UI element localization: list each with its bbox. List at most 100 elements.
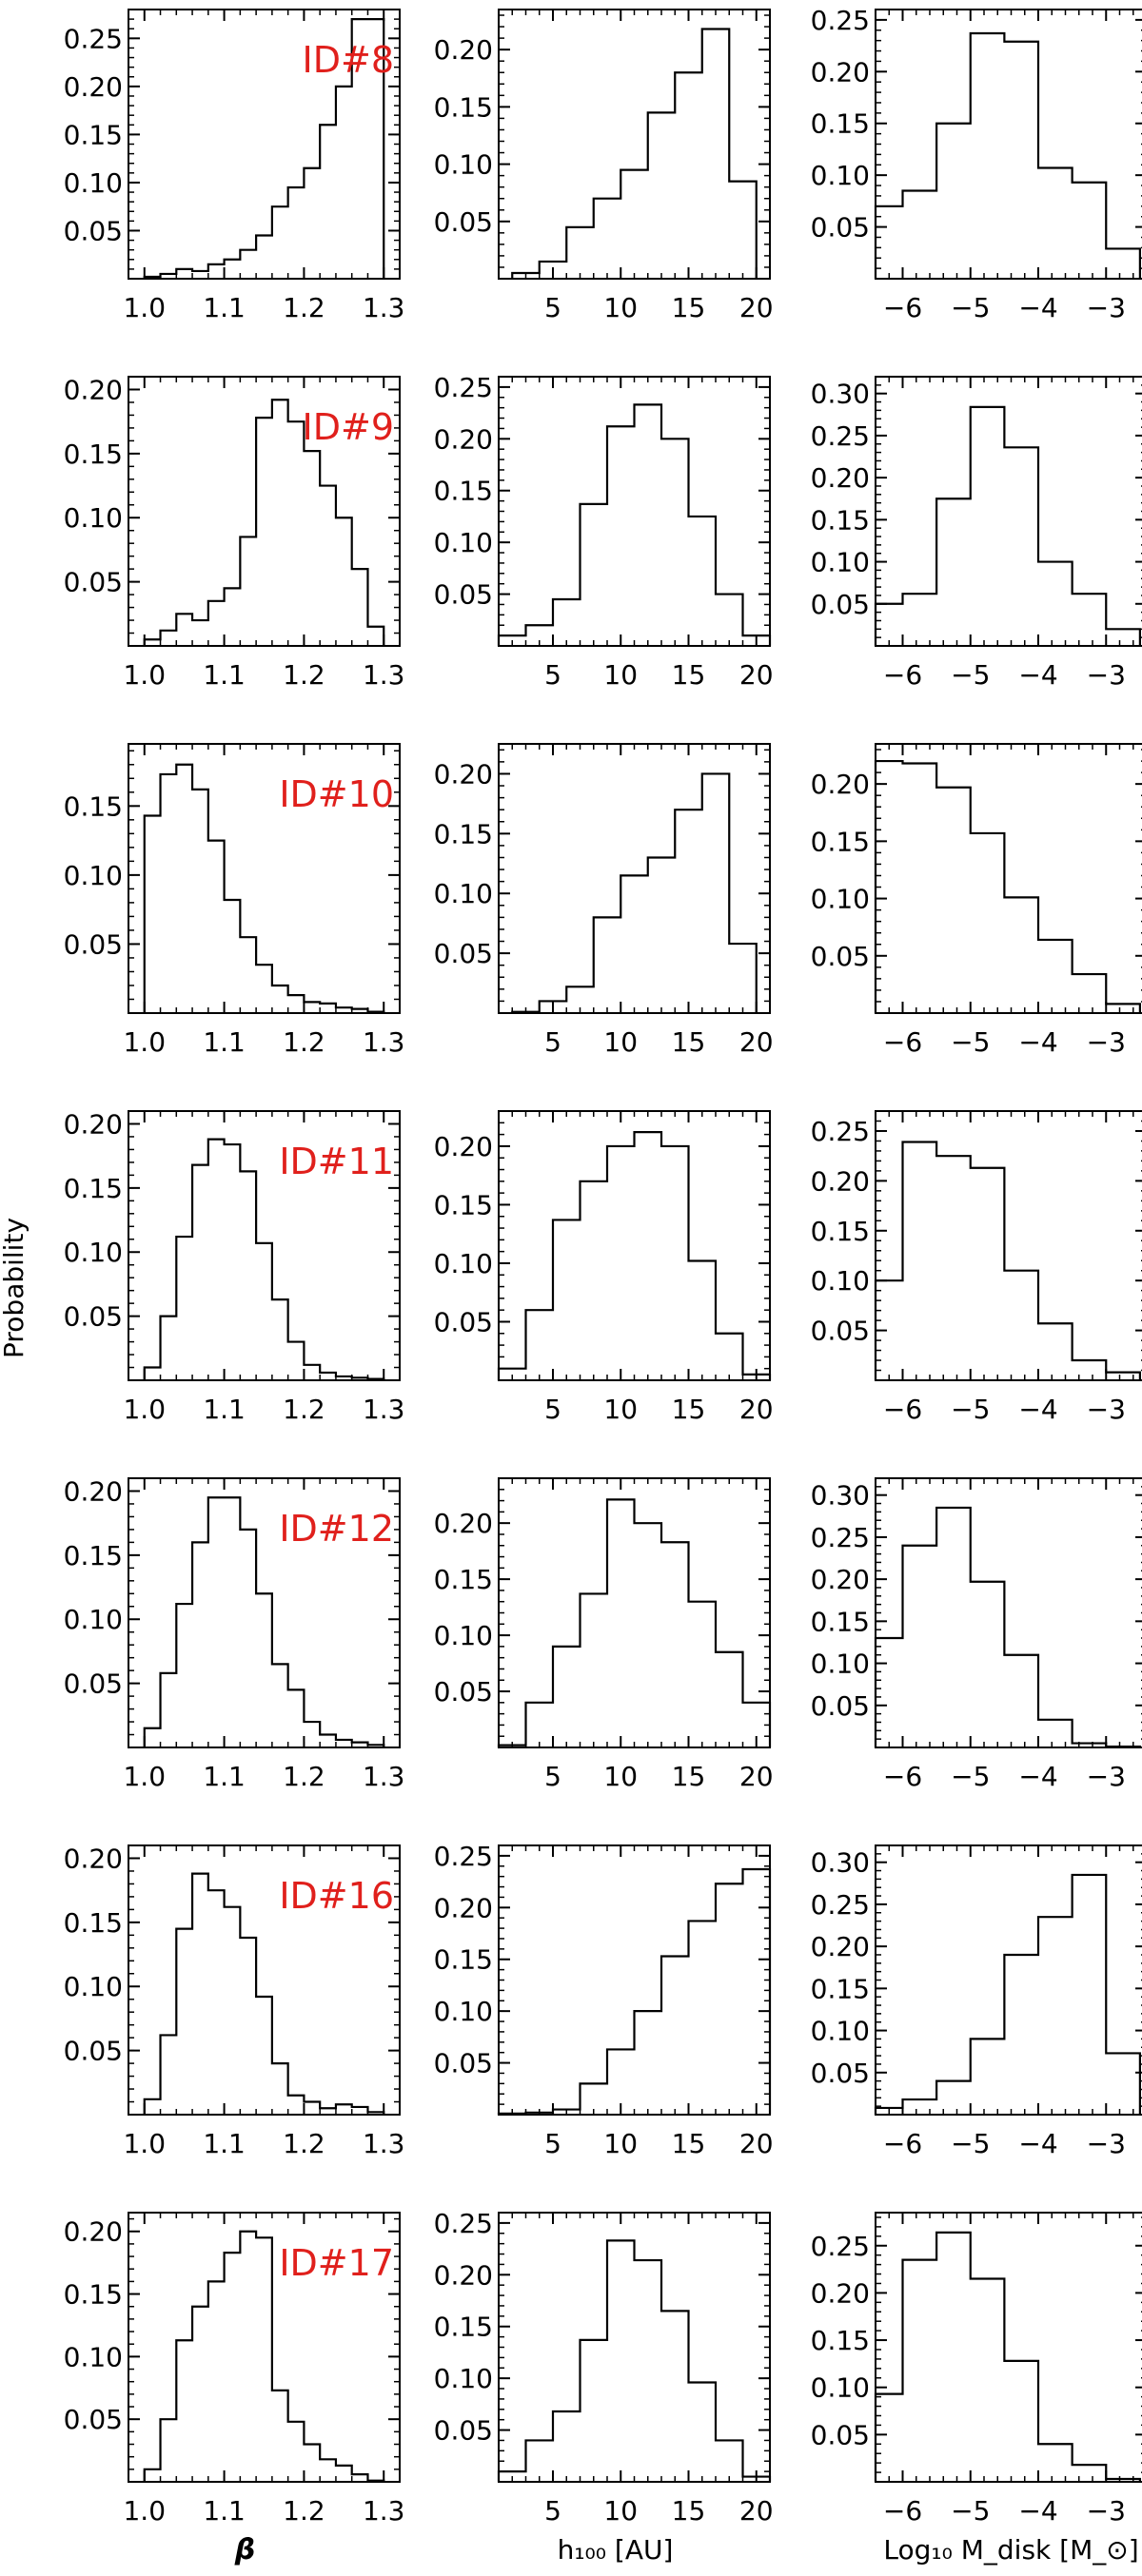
y-tick-label: 0.25 xyxy=(434,2208,493,2239)
y-tick-label: 0.15 xyxy=(434,1944,493,1976)
y-tick-label: 0.20 xyxy=(811,462,870,494)
plot-frame xyxy=(875,1110,1142,1381)
histogram-panel-2-3: −6 −5 −4 −3 0.05 0.10 0.15 0.20 0.25 0.30 xyxy=(811,376,1142,691)
x-tick-label: −4 xyxy=(1018,1026,1057,1058)
x-tick-label: 1.0 xyxy=(123,2128,166,2159)
y-tick-label: 0.05 xyxy=(434,938,493,969)
y-tick-label: 0.20 xyxy=(64,374,123,405)
histogram-steps xyxy=(874,1873,1141,2115)
x-tick-label: −3 xyxy=(1087,2128,1126,2159)
y-tick-label: 0.10 xyxy=(434,1996,493,2027)
histogram-steps xyxy=(497,1867,772,2116)
object-id-label: ID#8 xyxy=(303,39,394,81)
y-tick-label: 0.15 xyxy=(434,2312,493,2343)
y-tick-label: 0.10 xyxy=(64,1604,123,1635)
histogram-steps xyxy=(497,403,772,646)
y-tick-label: 0.05 xyxy=(64,2036,123,2067)
y-tick-label: 0.15 xyxy=(434,818,493,849)
x-tick-label: 20 xyxy=(739,292,774,323)
y-tick-label: 0.30 xyxy=(811,379,870,410)
y-tick-label: 0.10 xyxy=(434,1248,493,1279)
x-tick-label: 1.1 xyxy=(203,1761,246,1792)
x-tick-label: 20 xyxy=(739,1026,774,1058)
x-tick-label: −5 xyxy=(951,659,990,691)
plot-frame xyxy=(875,9,1142,280)
y-tick-label: 0.25 xyxy=(811,1522,870,1553)
y-tick-label: 0.10 xyxy=(811,547,870,578)
y-tick-label: 0.10 xyxy=(434,1620,493,1651)
plot-frame xyxy=(875,376,1142,647)
x-tick-label: 15 xyxy=(672,1026,706,1058)
y-tick-label: 0.05 xyxy=(811,212,870,244)
x-tick-label: 15 xyxy=(672,2128,706,2159)
histogram-steps xyxy=(874,2231,1141,2482)
x-tick-label: 1.1 xyxy=(203,2495,246,2527)
y-tick-label: 0.10 xyxy=(434,2363,493,2394)
y-tick-label: 0.05 xyxy=(811,2058,870,2089)
x-tick-label: 1.2 xyxy=(283,2495,325,2527)
histogram-steps xyxy=(143,399,385,646)
histogram-steps xyxy=(497,1498,772,1747)
x-tick-label: 1.0 xyxy=(123,292,166,323)
histogram-panel-7-2: 5 10 15 20 0.05 0.10 0.15 0.20 0.25 xyxy=(434,2208,774,2527)
object-id-label: ID#16 xyxy=(279,1875,394,1917)
plot-frame xyxy=(875,743,1142,1014)
x-tick-label: 10 xyxy=(603,292,638,323)
y-tick-label: 0.20 xyxy=(434,758,493,790)
histogram-panel-4-2: 5 10 15 20 0.05 0.10 0.15 0.20 xyxy=(434,1110,774,1425)
y-tick-label: 0.15 xyxy=(434,476,493,507)
y-tick-label: 0.15 xyxy=(811,1973,870,2004)
x-tick-label: −5 xyxy=(951,1394,990,1425)
y-tick-label: 0.10 xyxy=(434,878,493,909)
y-tick-label: 0.05 xyxy=(64,567,123,598)
y-tick-label: 0.10 xyxy=(64,167,123,199)
y-tick-label: 0.15 xyxy=(64,119,123,150)
y-tick-label: 0.20 xyxy=(811,769,870,800)
x-tick-label: 1.2 xyxy=(283,2128,325,2159)
y-tick-label: 0.15 xyxy=(811,504,870,536)
histogram-steps xyxy=(143,2230,385,2482)
x-tick-label: −6 xyxy=(883,659,922,691)
object-id-label: ID#17 xyxy=(279,2242,394,2284)
histogram-panel-3-1: 1.0 1.1 1.2 1.3 0.05 0.10 0.15 ID#10 xyxy=(64,743,405,1058)
y-tick-label: 0.05 xyxy=(64,1301,123,1333)
x-tick-label: 20 xyxy=(739,659,774,691)
histogram-panel-7-3: −6 −5 −4 −3 0.05 0.10 0.15 0.20 0.25 xyxy=(811,2212,1142,2527)
histogram-panel-1-2: 5 10 15 20 0.05 0.10 0.15 0.20 xyxy=(434,9,774,323)
y-tick-label: 0.05 xyxy=(811,941,870,972)
x-tick-label: 20 xyxy=(739,1394,774,1425)
x-tick-label: 10 xyxy=(603,2128,638,2159)
x-tick-label: 1.3 xyxy=(363,659,405,691)
x-tick-label: 1.3 xyxy=(363,292,405,323)
y-tick-label: 0.10 xyxy=(811,160,870,191)
x-tick-label: 10 xyxy=(603,1394,638,1425)
histogram-steps xyxy=(143,1872,385,2115)
y-tick-label: 0.15 xyxy=(811,108,870,140)
y-tick-label: 0.10 xyxy=(64,860,123,891)
y-tick-label: 0.10 xyxy=(64,1971,123,2002)
y-tick-label: 0.05 xyxy=(434,206,493,238)
x-tick-label: −5 xyxy=(951,2495,990,2527)
y-tick-label: 0.20 xyxy=(434,34,493,66)
y-tick-label: 0.15 xyxy=(811,826,870,857)
y-tick-label: 0.05 xyxy=(64,215,123,246)
y-tick-label: 0.15 xyxy=(434,1564,493,1595)
x-tick-label: 1.2 xyxy=(283,292,325,323)
x-tick-label: −5 xyxy=(951,1761,990,1792)
histogram-steps xyxy=(874,1141,1141,1380)
y-tick-label: 0.10 xyxy=(64,502,123,534)
y-tick-label: 0.20 xyxy=(811,1165,870,1197)
x-tick-label: 10 xyxy=(603,2495,638,2527)
x-tick-label: 1.1 xyxy=(203,1394,246,1425)
x-tick-label: −6 xyxy=(883,292,922,323)
histogram-steps xyxy=(143,763,385,1013)
plot-frame xyxy=(128,1477,401,1748)
y-tick-label: 0.05 xyxy=(64,928,123,960)
object-id-label: ID#10 xyxy=(279,773,394,815)
histogram-steps xyxy=(143,1496,385,1747)
y-tick-label: 0.10 xyxy=(811,1265,870,1297)
y-tick-label: 0.15 xyxy=(434,91,493,123)
x-tick-label: 1.1 xyxy=(203,292,246,323)
plot-frame xyxy=(875,2212,1142,2483)
x-tick-label: 1.0 xyxy=(123,1026,166,1058)
